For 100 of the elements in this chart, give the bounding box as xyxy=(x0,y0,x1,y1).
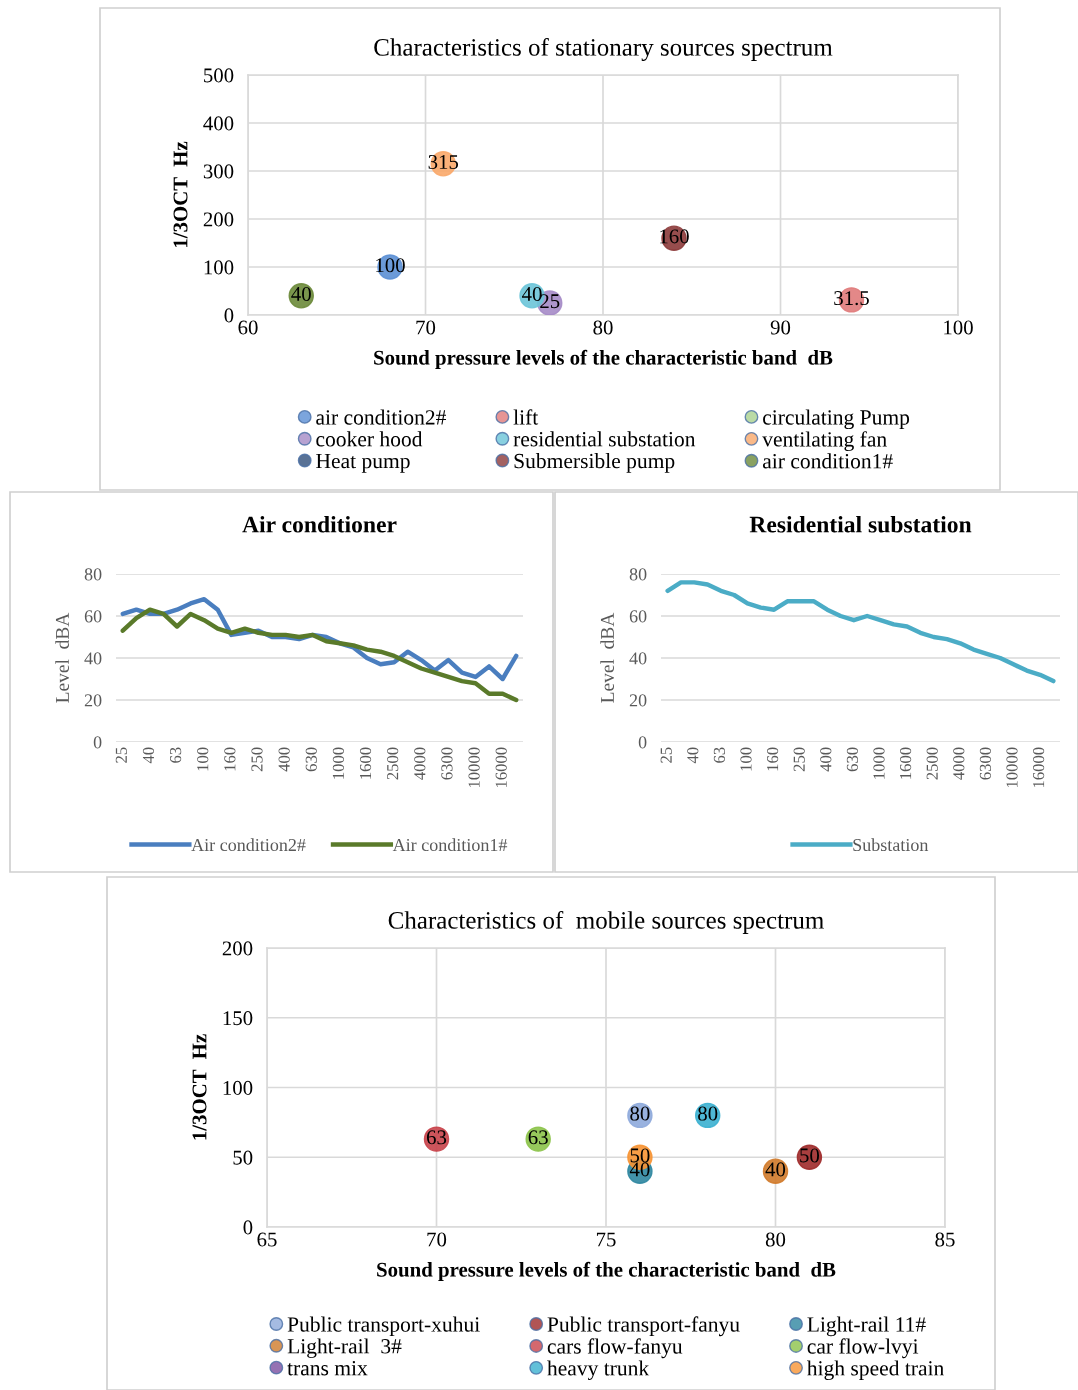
y-tick-label: 40 xyxy=(629,652,647,665)
legend-label: residential substation xyxy=(513,431,696,447)
y-tick-label: 40 xyxy=(84,652,102,665)
x-tick-label: 90 xyxy=(770,320,791,335)
legend-label: Air condition2# xyxy=(191,838,306,852)
data-label: 40 xyxy=(765,1162,786,1177)
x-tick-label: 80 xyxy=(593,320,613,335)
x-tick-label: 63 xyxy=(170,747,182,763)
legend-label: air condition2# xyxy=(316,409,447,425)
y-axis-title: 1/3OCT Hz xyxy=(173,141,188,247)
y-tick-label: 200 xyxy=(203,212,234,227)
x-tick-label: 400 xyxy=(820,747,832,772)
x-tick-label: 250 xyxy=(251,747,263,772)
data-label: 31.5 xyxy=(834,291,869,306)
x-tick-label: 6300 xyxy=(979,747,992,780)
y-axis-title: Level dBA xyxy=(55,612,69,703)
x-tick-label: 70 xyxy=(416,320,436,335)
legend-label: Light-rail 3# xyxy=(287,1338,402,1358)
x-tick-label: 40 xyxy=(142,747,155,764)
x-tick-label: 80 xyxy=(765,1232,786,1247)
x-tick-label: 70 xyxy=(427,1232,447,1247)
y-tick-label: 0 xyxy=(93,736,102,749)
x-tick-label: 400 xyxy=(278,747,290,772)
x-tick-label: 2500 xyxy=(387,747,399,780)
chart-title: Characteristics of stationary sources spectrum xyxy=(374,37,833,61)
x-tick-label: 16000 xyxy=(495,747,507,788)
x-tick-label: 16000 xyxy=(1032,747,1045,788)
x-tick-label: 2500 xyxy=(926,747,938,780)
x-tick-label: 1600 xyxy=(359,747,372,779)
y-tick-label: 0 xyxy=(243,1220,253,1235)
legend-label: Public transport-fanyu xyxy=(547,1316,740,1337)
x-tick-label: 630 xyxy=(846,747,859,772)
x-tick-label: 75 xyxy=(596,1232,616,1247)
data-label: 40 xyxy=(521,286,542,302)
data-label: 50 xyxy=(800,1148,820,1163)
legend-label: lift xyxy=(513,409,539,425)
x-tick-label: 63 xyxy=(713,747,726,763)
chart-title: Characteristics of mobile sources spectrum xyxy=(388,910,824,934)
y-tick-label: 20 xyxy=(629,694,647,707)
legend-label: Substation xyxy=(853,838,929,852)
legend-label: ventilating fan xyxy=(762,431,887,452)
x-tick-label: 4000 xyxy=(414,747,426,780)
y-tick-label: 100 xyxy=(204,260,234,275)
x-tick-label: 160 xyxy=(766,747,779,771)
y-tick-label: 300 xyxy=(203,164,234,179)
y-tick-label: 80 xyxy=(84,568,102,581)
data-label: 25 xyxy=(540,294,560,309)
y-tick-label: 60 xyxy=(84,610,102,623)
y-tick-label: 150 xyxy=(223,1011,253,1026)
legend-label: cooker hood xyxy=(316,431,423,447)
legend-label: cars flow-fanyu xyxy=(547,1338,683,1359)
line-series xyxy=(120,607,519,703)
legend-label: Public transport-xuhui xyxy=(287,1316,480,1337)
y-axis-title: 1/3OCT Hz xyxy=(192,1034,207,1140)
legend-label: Submersible pump xyxy=(514,453,675,473)
x-tick-label: 100 xyxy=(740,747,752,771)
y-tick-label: 0 xyxy=(638,736,647,749)
legend-label: Air condition1# xyxy=(392,838,508,852)
chart-title: Residential substation xyxy=(749,515,972,533)
data-label: 63 xyxy=(528,1130,548,1145)
x-tick-label: 6300 xyxy=(441,747,453,780)
legend-label: Light-rail 11# xyxy=(807,1316,926,1337)
legend-label: air condition1# xyxy=(762,453,893,469)
x-tick-label: 25 xyxy=(660,747,672,763)
x-axis-title: Sound pressure levels of the characteristic band dB xyxy=(374,349,833,369)
legend-label: trans mix xyxy=(287,1360,368,1376)
x-tick-label: 65 xyxy=(257,1232,277,1247)
x-tick-label: 4000 xyxy=(953,747,965,780)
data-label: 63 xyxy=(426,1130,447,1145)
y-tick-label: 100 xyxy=(223,1080,253,1095)
x-tick-label: 25 xyxy=(115,747,127,763)
x-tick-label: 100 xyxy=(944,320,973,335)
data-label: 80 xyxy=(698,1106,718,1121)
data-label: 315 xyxy=(428,155,459,170)
x-tick-label: 40 xyxy=(687,747,699,764)
y-tick-label: 50 xyxy=(233,1150,253,1165)
y-tick-label: 20 xyxy=(84,694,102,707)
x-tick-label: 85 xyxy=(935,1232,955,1247)
legend-label: circulating Pump xyxy=(763,409,910,430)
legend-label: heavy trunk xyxy=(547,1360,650,1380)
y-tick-label: 400 xyxy=(203,116,234,131)
x-tick-label: 630 xyxy=(305,747,317,772)
x-tick-label: 1000 xyxy=(873,747,885,779)
x-tick-label: 1000 xyxy=(332,747,345,779)
y-tick-label: 0 xyxy=(224,308,234,323)
x-tick-label: 250 xyxy=(793,747,805,772)
legend-label: Heat pump xyxy=(316,453,410,473)
x-tick-label: 1600 xyxy=(899,747,912,779)
legend-label: car flow-lvyi xyxy=(807,1338,919,1359)
legend-label: high speed train xyxy=(807,1360,944,1380)
data-label: 40 xyxy=(291,286,311,302)
line-series xyxy=(665,580,1056,684)
y-tick-label: 500 xyxy=(204,68,234,83)
x-tick-label: 10000 xyxy=(1006,747,1018,788)
y-tick-label: 60 xyxy=(629,610,647,623)
y-axis-title: Level dBA xyxy=(600,612,614,703)
chart-title: Air conditioner xyxy=(242,515,397,533)
x-tick-label: 160 xyxy=(224,747,236,771)
x-tick-label: 10000 xyxy=(468,747,480,788)
y-tick-label: 200 xyxy=(222,941,253,956)
